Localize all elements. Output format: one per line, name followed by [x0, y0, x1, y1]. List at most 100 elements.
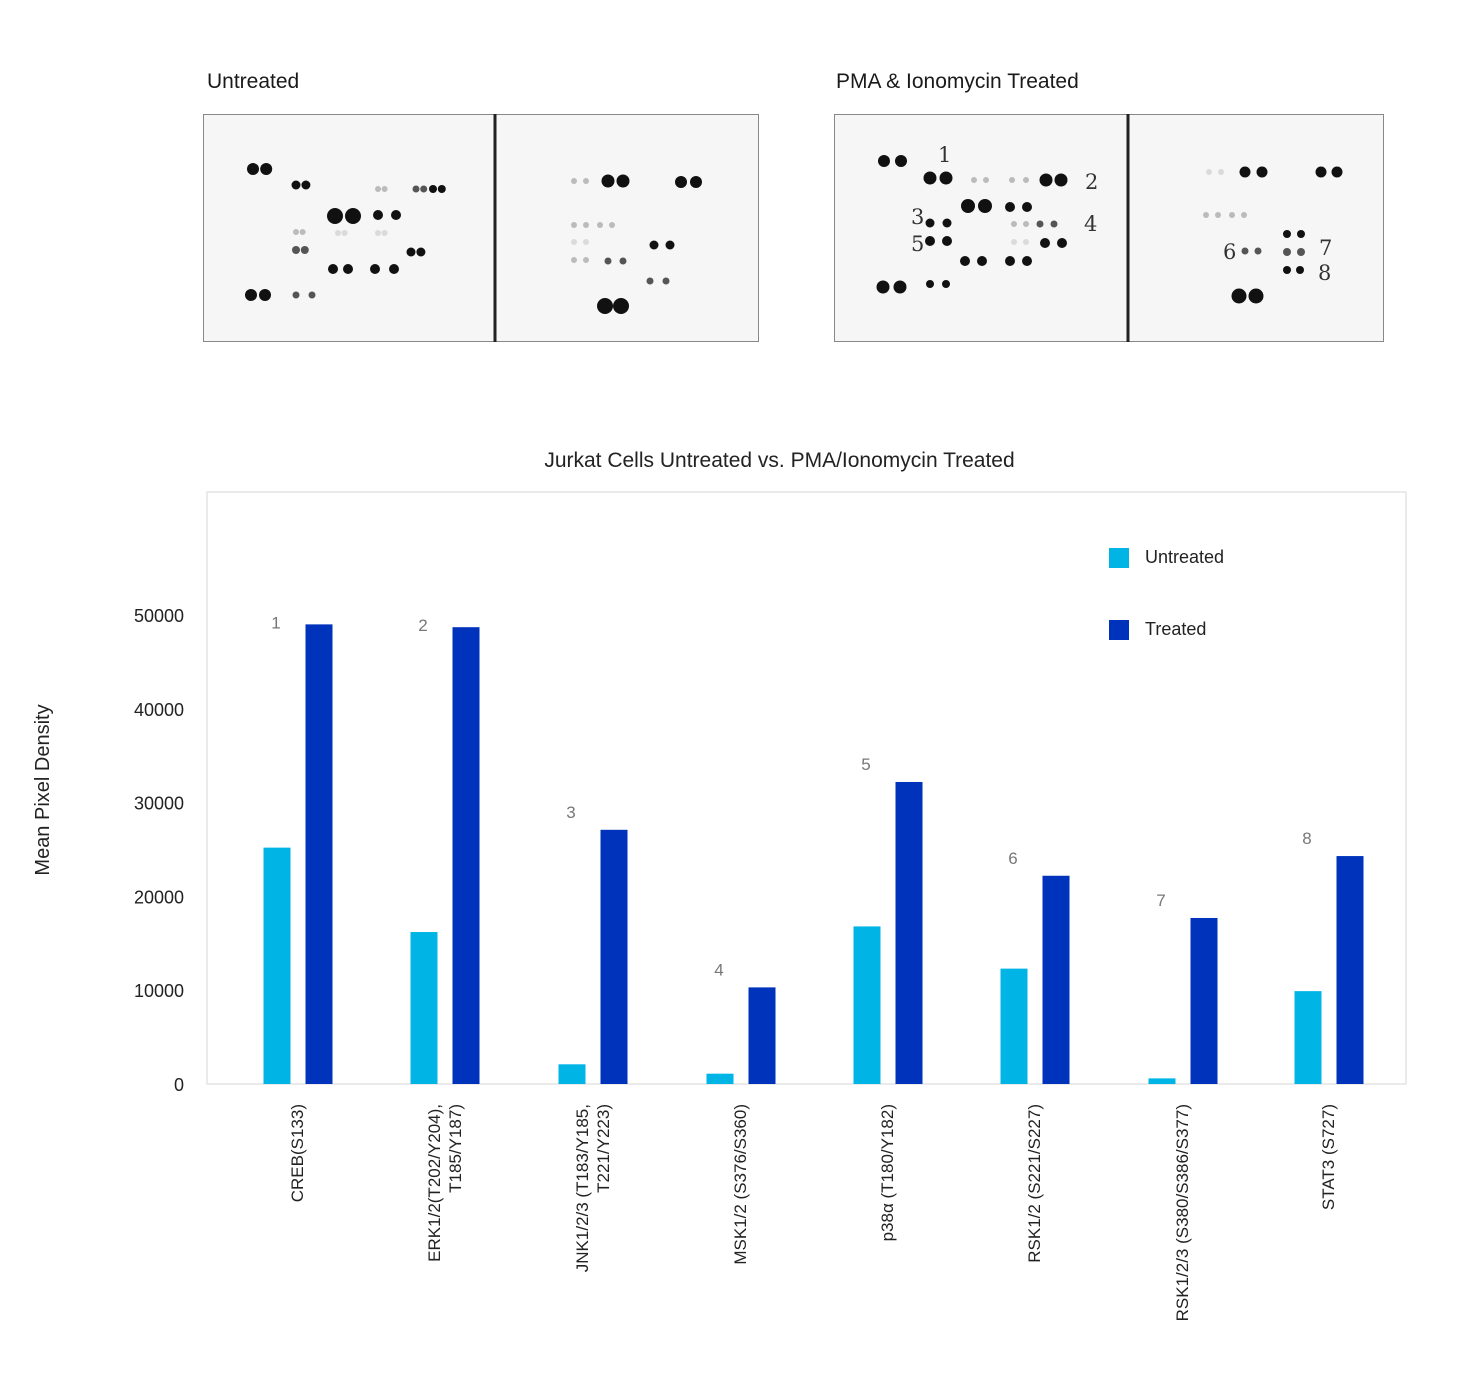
blot-spot-label: 5: [911, 232, 924, 256]
blot-spot: [1011, 221, 1017, 227]
blot-spot: [675, 176, 687, 188]
blot-spot: [895, 155, 907, 167]
blot-spot: [925, 218, 935, 228]
blot-spot: [370, 264, 380, 274]
blot-spot: [292, 246, 300, 254]
blot-spot: [1011, 239, 1017, 245]
blot-spot: [1215, 212, 1221, 218]
bar-treated: [305, 624, 333, 1084]
blot-spot: [1206, 169, 1212, 175]
blot-spot: [292, 291, 300, 299]
blot-spot: [971, 177, 977, 183]
x-tick-label: JNK1/2/3 (T183/Y185, T221/Y223): [573, 1104, 613, 1272]
blot-spot: [1040, 238, 1050, 248]
blot-spot: [571, 222, 577, 228]
blot-spot: [690, 176, 702, 188]
bar-untreated: [263, 847, 291, 1084]
bar-annotation: 6: [1008, 849, 1017, 868]
blot-spot: [649, 240, 659, 250]
blot-spot: [301, 180, 311, 190]
blot-spot: [391, 210, 401, 220]
x-tick-label: RSK1/2/3 (S380/S386/S377): [1173, 1104, 1192, 1321]
blot-spot: [939, 171, 953, 185]
bar-annotation: 8: [1302, 829, 1311, 848]
blot-spot: [1283, 266, 1291, 274]
bar-treated: [895, 781, 923, 1084]
x-tick-label: STAT3 (S727): [1319, 1104, 1338, 1210]
x-tick-label: RSK1/2 (S221/S227): [1025, 1104, 1044, 1263]
blot-spot: [961, 199, 975, 213]
blot-spot: [1283, 230, 1291, 238]
blot-spot: [923, 171, 937, 185]
blot-spot: [583, 239, 589, 245]
blot-spot: [662, 277, 670, 285]
blot-spot: [1218, 169, 1224, 175]
blot-spot: [616, 174, 630, 188]
blot-spot: [300, 246, 309, 254]
blot-spot: [1315, 166, 1327, 178]
blot-spot: [1036, 220, 1044, 228]
x-tick-label: CREB(S133): [288, 1104, 307, 1202]
bar-untreated: [1294, 991, 1322, 1084]
blot-spot: [416, 247, 426, 257]
blot-spot: [420, 185, 428, 193]
legend-label: Untreated: [1145, 547, 1224, 567]
legend-label: Treated: [1145, 619, 1206, 639]
blot-spot: [1039, 173, 1053, 187]
blot-untreated-title: Untreated: [207, 70, 300, 93]
blot-spot: [604, 257, 612, 265]
blot-spot: [1297, 248, 1305, 256]
blot-spot: [381, 230, 388, 236]
blot-spot: [260, 163, 273, 175]
y-tick-label: 20000: [134, 887, 184, 907]
bar-annotation: 1: [271, 613, 280, 632]
blot-spot: [335, 230, 341, 236]
blot-spot: [597, 222, 603, 228]
blot-spot: [1248, 288, 1264, 304]
legend-swatch: [1109, 620, 1129, 640]
bar-treated: [1190, 917, 1218, 1084]
blot-spot: [1022, 256, 1032, 266]
blot-spot: [1057, 238, 1067, 248]
blot-spot: [1050, 220, 1058, 228]
blot-spot: [308, 291, 316, 299]
blot-spot: [406, 247, 416, 257]
blot-spot: [583, 257, 589, 263]
blot-spot: [412, 185, 420, 193]
blot-spot: [646, 277, 654, 285]
blot-spot-label: 4: [1084, 212, 1097, 236]
blot-spot-label: 3: [911, 205, 924, 229]
blot-treated-image: 1 2 3 4 5 6 78: [834, 114, 1384, 342]
blot-spot: [1023, 221, 1029, 227]
blot-spot: [1331, 166, 1343, 178]
blot-spot: [389, 264, 399, 274]
blot-spot: [926, 280, 934, 288]
blot-spot: [1005, 202, 1015, 212]
blot-spot: [583, 222, 589, 228]
blot-spot: [1241, 247, 1249, 255]
blot-spot: [293, 229, 299, 235]
x-tick-label: MSK1/2 (S376/S360): [731, 1104, 750, 1265]
y-tick-label: 50000: [134, 606, 184, 626]
bar-annotation: 5: [861, 755, 870, 774]
y-tick-label: 40000: [134, 700, 184, 720]
blot-spot: [876, 280, 890, 294]
blot-spot: [429, 185, 437, 193]
blot-spot: [609, 222, 615, 228]
legend-swatch: [1109, 548, 1129, 568]
blot-spot: [373, 210, 383, 220]
bar-untreated: [706, 1073, 734, 1084]
blot-spot: [977, 256, 987, 266]
blot-spot: [1229, 212, 1235, 218]
blot-spot: [327, 208, 343, 224]
blot-spot: [978, 199, 992, 213]
y-tick-label: 0: [174, 1075, 184, 1095]
blot-spot: [247, 163, 259, 175]
bar-untreated: [558, 1064, 586, 1084]
blot-spot: [1005, 256, 1015, 266]
blot-spot-label: 7: [1319, 236, 1332, 260]
blot-spot: [245, 289, 257, 301]
blot-spot: [1297, 230, 1305, 238]
blot-spot: [571, 239, 577, 245]
blot-spot: [1203, 212, 1209, 218]
